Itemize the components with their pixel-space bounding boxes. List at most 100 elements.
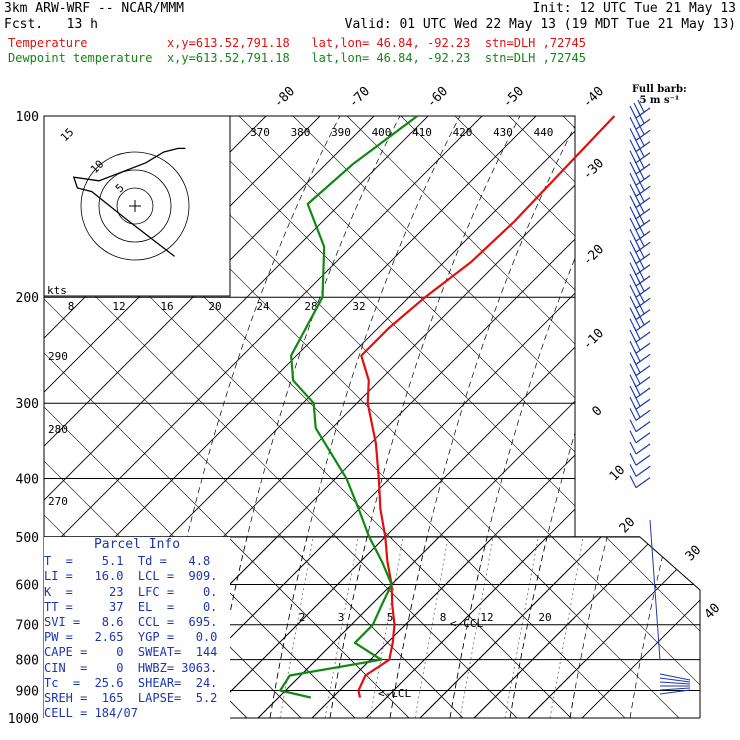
hodograph-ring <box>80 151 190 261</box>
speed-tick-label: 12 <box>112 300 125 313</box>
wind-barb-flag <box>637 99 645 113</box>
wind-barb-staff <box>649 519 661 661</box>
isotherm-line <box>257 400 575 718</box>
wind-barb-flag <box>633 371 641 385</box>
wind-barb-flag <box>637 122 645 135</box>
parcel-row: SREH = 165 LAPSE= 5.2 <box>44 691 218 706</box>
mixing-ratio-line <box>549 537 591 718</box>
wind-barb-flag <box>637 222 645 236</box>
wind-barb-staff <box>635 398 651 410</box>
isotherm-label: -10 <box>580 326 607 353</box>
wind-barb-staff <box>635 443 651 455</box>
isotherm-line <box>149 537 700 718</box>
parcel-info-panel: Parcel Info T = 5.1 Td = 4.8 LI = 16.0 L… <box>44 537 230 727</box>
mixing-ratio-label: 8 <box>440 611 447 624</box>
wind-barb <box>659 689 691 695</box>
wind-barb-flag <box>637 245 645 258</box>
wind-barb-flag <box>637 234 645 247</box>
isotherm-label: -70 <box>346 84 373 111</box>
wind-barb-staff <box>635 454 651 466</box>
hodograph-trace <box>72 147 186 257</box>
parcel-row: CIN = 0 HWBZ= 3063. <box>44 660 218 675</box>
hodograph-ring <box>116 187 154 225</box>
dry-adiabat-label: 290 <box>48 350 68 363</box>
wind-barb <box>659 681 691 685</box>
moist-adiabat-line <box>389 125 575 718</box>
mixing-ratio-line <box>369 537 411 718</box>
wind-barb-staff <box>635 376 651 388</box>
speed-tick-label: 28 <box>304 300 317 313</box>
temperature-legend: Temperature x,y=613.52,791.18 lat,lon= 4… <box>8 36 586 50</box>
wind-barb-flag <box>637 144 645 158</box>
wind-barb-flag <box>633 393 641 407</box>
isotherm-line <box>257 537 700 718</box>
isotherm-line <box>44 116 483 555</box>
wind-barb-flag <box>629 408 637 421</box>
wind-barb <box>629 441 651 455</box>
theta-e-label: 410 <box>412 126 432 139</box>
speed-tick-label: 8 <box>68 300 75 313</box>
isotherm-line <box>419 537 700 718</box>
barb-legend-line2: 5 m s⁻¹ <box>639 95 680 106</box>
wind-barb <box>629 166 651 186</box>
wind-barb-staff <box>635 107 651 119</box>
wind-barb-staff <box>635 421 651 433</box>
isotherm-line <box>44 116 375 447</box>
adiabat-line <box>44 537 410 718</box>
mixing-ratio-line <box>459 537 501 718</box>
wind-barb-flag <box>633 337 641 351</box>
wind-barb-staff <box>635 230 651 242</box>
theta-e-label: 430 <box>493 126 513 139</box>
isotherm-line <box>365 508 575 718</box>
theta-e-label: 400 <box>372 126 392 139</box>
isotherm-line <box>311 537 700 718</box>
adiabat-line <box>44 537 356 718</box>
moist-adiabat-line <box>509 537 700 718</box>
parcel-row: LI = 16.0 LCL = 909. <box>44 569 218 584</box>
wind-barb-flag <box>637 267 645 281</box>
wind-barb <box>629 382 651 399</box>
wind-barb-staff <box>635 477 651 489</box>
isotherm-label: 10 <box>607 463 629 485</box>
pressure-label: 300 <box>16 397 39 412</box>
wind-barb-flag <box>637 133 645 146</box>
wind-barb <box>629 464 651 477</box>
dewpoint-legend: Dewpoint temperature x,y=613.52,791.18 l… <box>8 51 586 65</box>
moist-adiabat-line <box>449 257 575 718</box>
wind-barb-flag <box>637 312 645 326</box>
isotherm-label: -50 <box>500 84 527 111</box>
mixing-ratio-line <box>324 537 366 718</box>
wind-barb-staff <box>635 331 651 343</box>
pressure-label: 200 <box>16 291 39 306</box>
model-title: 3km ARW-WRF -- NCAR/MMM <box>4 1 185 16</box>
isotherm-line <box>527 537 700 718</box>
speed-tick-label: 24 <box>256 300 270 313</box>
isotherm-line <box>582 116 740 718</box>
pressure-label: 500 <box>16 531 39 546</box>
wind-barb-staff <box>635 185 651 197</box>
adiabat-line <box>454 116 575 237</box>
wind-barb-staff <box>635 365 651 377</box>
isotherm-line <box>203 537 700 718</box>
wind-barb-staff <box>635 163 651 175</box>
wind-barb-flag <box>637 290 645 303</box>
wind-barb-staff <box>635 432 651 444</box>
pressure-label: 100 <box>16 110 39 125</box>
parcel-row: TT = 37 EL = 0. <box>44 599 218 614</box>
adiabat-line <box>184 537 700 718</box>
isotherm-label: -40 <box>580 84 607 111</box>
adiabat-line <box>76 537 680 718</box>
wind-barb-staff <box>635 253 651 265</box>
wind-barb-flag <box>637 178 645 191</box>
barb-legend-line1: Full barb: <box>632 84 687 95</box>
ccl-marker: <-CCL <box>450 617 483 630</box>
isotherm-line <box>473 537 700 718</box>
speed-tick-label: 32 <box>352 300 365 313</box>
adiabat-line <box>292 116 575 399</box>
pressure-label: 700 <box>16 619 39 634</box>
wind-barb-staff <box>635 275 651 287</box>
wind-barb-flag <box>629 452 637 466</box>
wind-barb-flag <box>637 200 645 214</box>
parcel-row: Tc = 25.6 SHEAR= 24. <box>44 675 218 690</box>
mixing-ratio-line <box>279 537 321 718</box>
